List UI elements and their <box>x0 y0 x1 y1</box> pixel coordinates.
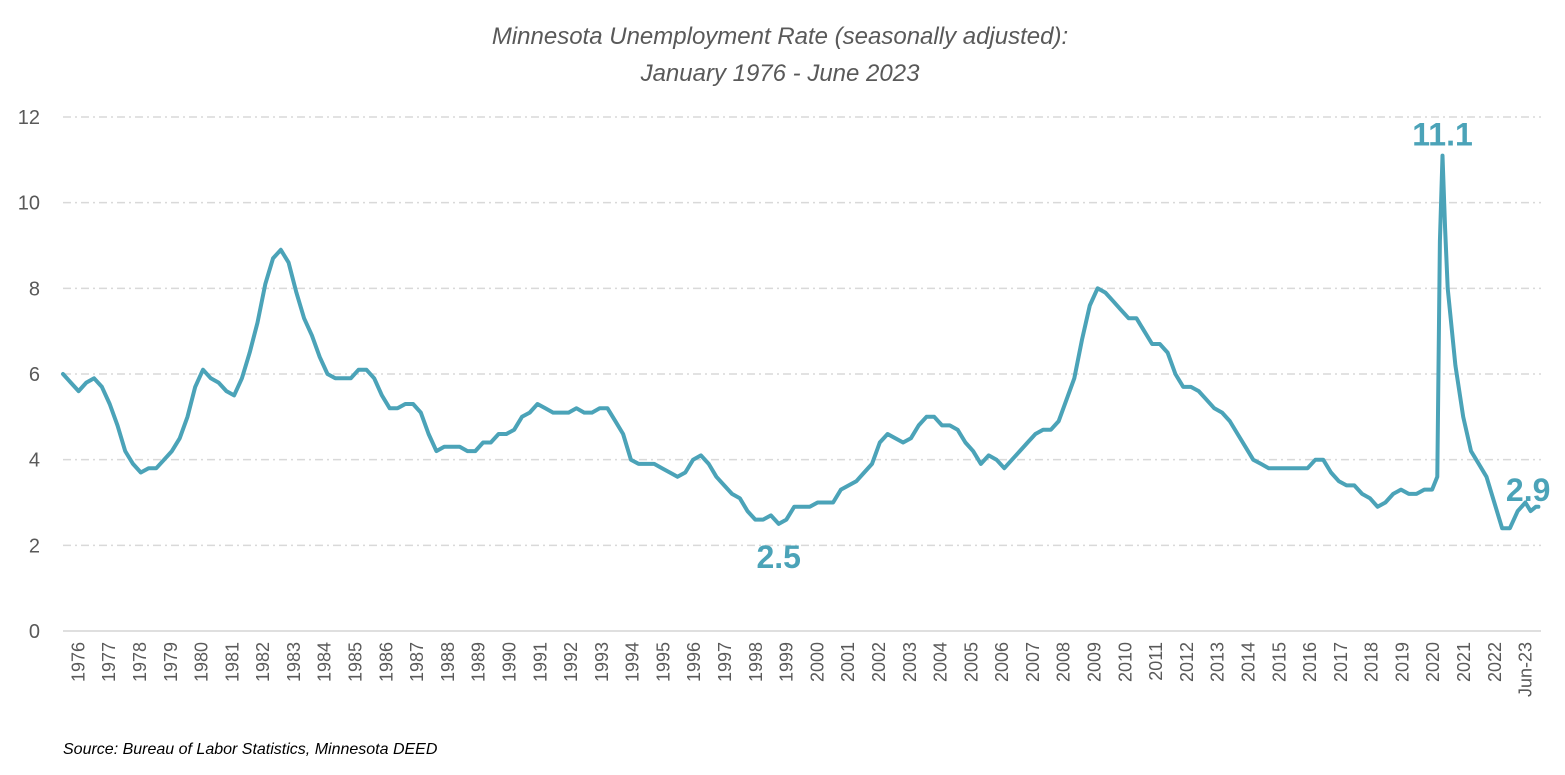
x-tick-label: 2009 <box>1085 642 1105 682</box>
y-tick-label: 8 <box>29 278 40 300</box>
y-tick-label: 2 <box>29 535 40 557</box>
x-tick-label: 1978 <box>130 642 150 682</box>
x-tick-label: 2019 <box>1392 642 1412 682</box>
x-tick-label: 1990 <box>500 642 520 682</box>
x-tick-label: 2021 <box>1454 642 1474 682</box>
x-tick-label: 1983 <box>284 642 304 682</box>
x-tick-label: 1996 <box>684 642 704 682</box>
x-tick-label: 1993 <box>592 642 612 682</box>
x-tick-label: 1988 <box>438 642 458 682</box>
x-tick-label: 1995 <box>653 642 673 682</box>
x-tick-label: 1982 <box>253 642 273 682</box>
y-tick-label: 12 <box>18 107 40 129</box>
x-tick-label: 1985 <box>346 642 366 682</box>
x-tick-label: 2014 <box>1239 642 1259 682</box>
x-tick-label: 2022 <box>1485 642 1505 682</box>
x-tick-label: 2011 <box>1146 642 1166 681</box>
x-tick-label: 2007 <box>1023 642 1043 682</box>
x-tick-label: 2004 <box>931 642 951 682</box>
x-tick-label: 1999 <box>777 642 797 682</box>
x-axis-ticks: 1976 1977 1978 1979 1980 1981 1982 1983 1984 1985… <box>68 642 1535 697</box>
x-tick-label: 1991 <box>530 642 550 682</box>
x-tick-label: 1980 <box>192 642 212 682</box>
x-tick-label: 2001 <box>838 642 858 682</box>
x-tick-label: 2008 <box>1054 642 1074 682</box>
x-tick-label: 2020 <box>1423 642 1443 682</box>
gridlines <box>63 116 1541 547</box>
x-tick-label: 1987 <box>407 642 427 682</box>
y-tick-label: 4 <box>29 450 40 472</box>
value-annotations: 11.1 2.5 2.9 <box>756 117 1550 575</box>
y-tick-label: 10 <box>18 193 40 215</box>
x-tick-label: 2013 <box>1208 642 1228 682</box>
x-tick-label: 1994 <box>623 642 643 682</box>
y-tick-label: 0 <box>29 621 40 643</box>
x-tick-label: 2016 <box>1300 642 1320 682</box>
x-tick-label: Jun-23 <box>1516 642 1536 697</box>
x-tick-label: 2018 <box>1362 642 1382 682</box>
x-tick-label: 1997 <box>715 642 735 682</box>
x-tick-label: 1976 <box>68 642 88 682</box>
x-tick-label: 2006 <box>992 642 1012 682</box>
chart-title-line2: January 1976 - June 2023 <box>640 60 921 87</box>
x-tick-label: 1981 <box>222 642 242 682</box>
x-tick-label: 2000 <box>807 642 827 682</box>
x-tick-label: 2012 <box>1177 642 1197 682</box>
unemployment-rate-line <box>61 153 1541 531</box>
x-tick-label: 1986 <box>376 642 396 682</box>
x-tick-label: 2003 <box>900 642 920 682</box>
y-tick-label: 6 <box>29 364 40 386</box>
x-tick-label: 2005 <box>961 642 981 682</box>
x-tick-label: 1992 <box>561 642 581 682</box>
y-axis-ticks: 0 2 4 6 8 10 12 <box>18 107 40 643</box>
annotation-label: 11.1 <box>1412 117 1473 153</box>
x-tick-label: 1977 <box>99 642 119 682</box>
x-tick-label: 2010 <box>1115 642 1135 682</box>
x-tick-label: 1998 <box>746 642 766 682</box>
x-tick-label: 1989 <box>469 642 489 682</box>
x-tick-label: 1979 <box>161 642 181 682</box>
source-note: Source: Bureau of Labor Statistics, Minn… <box>63 741 438 758</box>
x-tick-label: 2002 <box>869 642 889 682</box>
x-tick-label: 2017 <box>1331 642 1351 682</box>
x-tick-label: 2015 <box>1269 642 1289 682</box>
chart-title-line1: Minnesota Unemployment Rate (seasonally … <box>492 23 1068 50</box>
x-tick-label: 1984 <box>315 642 335 682</box>
annotation-label: 2.5 <box>756 539 800 575</box>
annotation-label: 2.9 <box>1506 472 1550 508</box>
